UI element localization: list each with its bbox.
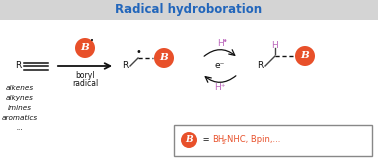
Text: B: B [160, 53, 168, 63]
Text: B: B [81, 43, 89, 52]
Text: aromatics: aromatics [2, 115, 38, 121]
Text: radical: radical [72, 80, 98, 88]
Text: R: R [257, 61, 263, 71]
Text: e⁻: e⁻ [215, 61, 225, 71]
Text: B: B [185, 135, 193, 144]
Text: alkynes: alkynes [6, 95, 34, 101]
Text: 2: 2 [221, 139, 225, 144]
Text: BH: BH [212, 135, 224, 144]
Text: Radical hydroboration: Radical hydroboration [115, 3, 263, 16]
Text: =: = [200, 135, 212, 144]
Circle shape [295, 46, 315, 66]
Text: •: • [135, 47, 141, 57]
Text: R: R [122, 61, 128, 71]
Text: imines: imines [8, 105, 32, 111]
Text: -NHC, Bpin,...: -NHC, Bpin,... [224, 135, 280, 144]
Text: H⁺: H⁺ [214, 83, 226, 92]
Text: R: R [15, 61, 21, 71]
Text: boryl: boryl [75, 71, 95, 80]
Circle shape [181, 132, 197, 148]
Circle shape [154, 48, 174, 68]
Text: H: H [272, 42, 278, 50]
Circle shape [75, 38, 95, 58]
Text: •: • [223, 37, 227, 45]
Text: H: H [217, 40, 223, 48]
Bar [0, 0, 378, 20]
Text: ...: ... [17, 125, 23, 131]
Text: alkenes: alkenes [6, 85, 34, 91]
Text: •: • [90, 38, 94, 44]
FancyBboxPatch shape [174, 124, 372, 156]
Text: B: B [301, 51, 309, 60]
